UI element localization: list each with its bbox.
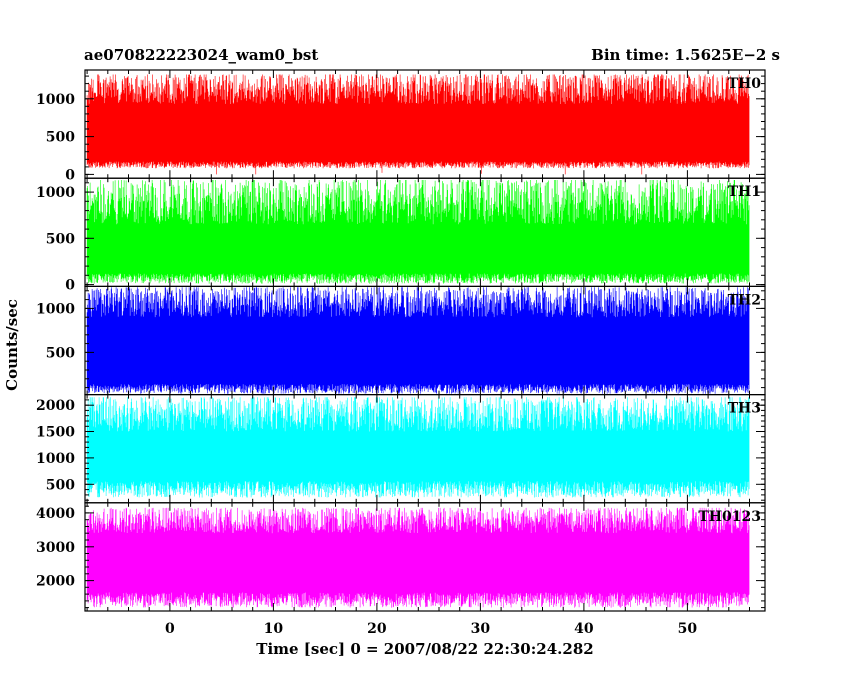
series-th1 xyxy=(86,180,750,284)
y-tick-label: 3000 xyxy=(36,540,75,556)
y-tick-label: 500 xyxy=(46,477,75,493)
y-tick-label: 500 xyxy=(46,345,75,361)
series-th0 xyxy=(86,74,750,175)
y-tick-label: 4000 xyxy=(36,506,75,522)
y-axis-label: Counts/sec xyxy=(3,299,21,391)
panel-frame xyxy=(84,502,766,612)
y-tick-label: 1000 xyxy=(36,92,75,108)
series-th3 xyxy=(86,397,750,498)
panel-label: TH2 xyxy=(728,292,761,308)
y-tick-label: 1000 xyxy=(36,301,75,317)
x-tick-label: 20 xyxy=(367,621,387,637)
y-tick-label: 1500 xyxy=(36,425,75,441)
panel-th0123: 2000 3000 4000 TH0123 xyxy=(36,502,766,612)
panel-stack: 0 500 1000 TH0 0 500 1000 TH1 500 1000 TH2 500 1000 1… xyxy=(36,69,766,612)
panel-th0: 0 500 1000 TH0 xyxy=(36,69,766,183)
x-tick-label: 10 xyxy=(264,621,284,637)
y-tick-label: 500 xyxy=(46,130,75,146)
panel-th1: 0 500 1000 TH1 xyxy=(36,177,766,294)
title-left: ae070822223024_wam0_bst xyxy=(84,46,318,64)
x-tick-label: 30 xyxy=(471,621,491,637)
y-tick-label: 500 xyxy=(46,231,75,247)
series-th2 xyxy=(86,287,750,394)
x-axis-label: Time [sec] 0 = 2007/08/22 22:30:24.282 xyxy=(256,640,593,658)
y-tick-label: 2000 xyxy=(36,398,75,414)
panel-label: TH1 xyxy=(728,184,761,200)
series-th0123 xyxy=(86,507,750,608)
x-tick-label: 0 xyxy=(165,621,175,637)
panel-label: TH0 xyxy=(728,76,762,92)
panel-label: TH3 xyxy=(728,401,761,417)
title-right: Bin time: 1.5625E−2 s xyxy=(591,46,780,64)
panel-th2: 500 1000 TH2 xyxy=(36,285,766,396)
y-tick-label: 2000 xyxy=(36,574,75,590)
y-tick-label: 1000 xyxy=(36,451,75,467)
panel-th3: 500 1000 1500 2000 TH3 xyxy=(36,394,766,504)
panel-label: TH0123 xyxy=(698,509,761,525)
x-axis: 0 10 20 30 40 50 xyxy=(165,621,697,637)
x-tick-label: 40 xyxy=(574,621,594,637)
y-tick-label: 0 xyxy=(65,278,75,294)
x-tick-label: 50 xyxy=(678,621,698,637)
y-tick-label: 0 xyxy=(65,167,75,183)
y-tick-label: 1000 xyxy=(36,185,75,201)
